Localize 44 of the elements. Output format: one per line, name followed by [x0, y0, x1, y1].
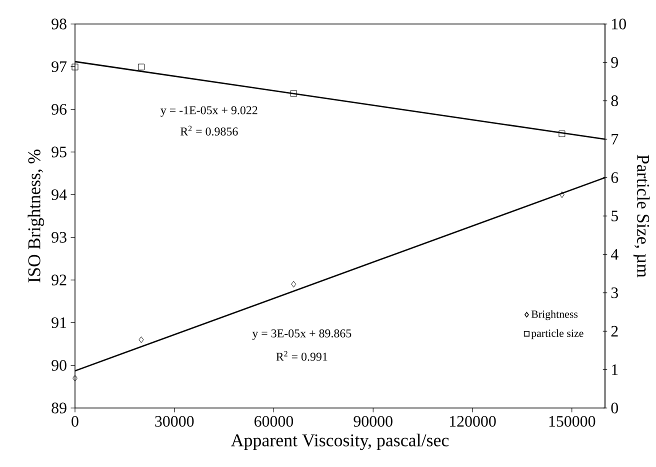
x-tick-label: 0: [72, 416, 78, 427]
point: [72, 374, 78, 382]
y-tick-label: 97: [52, 61, 67, 72]
y2-tick-label: 8: [611, 95, 618, 106]
point: [290, 90, 297, 97]
y2-tick-label: 2: [611, 326, 618, 336]
x-tick-label: 60000: [254, 416, 294, 427]
y-tick-label: 92: [52, 274, 66, 286]
x-tick-label: 120000: [450, 416, 496, 427]
point: [558, 130, 566, 138]
y2-tick-label: 7: [612, 134, 618, 144]
y2-tick-label: 4: [610, 249, 618, 260]
point: [291, 281, 296, 288]
legend-label: Brightness: [531, 310, 578, 320]
x-tick-label: 30000: [155, 416, 194, 427]
y-tick-label: 98: [52, 18, 66, 30]
y2-tick-label: 1: [612, 364, 618, 375]
y-tick-label: 95: [52, 146, 66, 158]
y2-tick-label: 9: [611, 57, 618, 68]
annotation: R$^{2}$ = 0.991: [276, 351, 328, 361]
x-axis-title: Apparent Viscosity, pascal/sec: [230, 434, 449, 450]
legend-label: particle size: [531, 329, 584, 340]
x-tick-label: 90000: [354, 416, 392, 427]
y-tick-label: 93: [52, 232, 66, 243]
annotation: y = -1E-05x + 9.022: [160, 106, 258, 117]
point: [559, 191, 564, 198]
y-tick-label: 91: [52, 317, 66, 328]
y-axis-title: ISO Brightness, %: [28, 150, 44, 282]
x-tick-label: 150000: [549, 416, 596, 427]
y-tick-label: 94: [52, 189, 67, 200]
y2-tick-label: 6: [611, 172, 618, 183]
annotation: y = 3E-05x + 89.865: [252, 329, 352, 340]
point: [138, 64, 144, 70]
y2-tick-label: 3: [611, 287, 618, 298]
y2-tick-label: 0: [611, 402, 618, 414]
y-tick-label: 96: [52, 104, 67, 115]
point: [138, 336, 144, 343]
y2-axis-title: Particle Size, µm: [633, 154, 650, 278]
y-tick-label: 90: [52, 360, 66, 371]
point: [72, 64, 78, 70]
annotation: R$^{2}$ = 0.9856: [180, 126, 238, 136]
y2-tick-label: 10: [612, 18, 626, 30]
y2-tick-label: 5: [612, 210, 618, 222]
y-tick-label: 89: [52, 402, 66, 414]
